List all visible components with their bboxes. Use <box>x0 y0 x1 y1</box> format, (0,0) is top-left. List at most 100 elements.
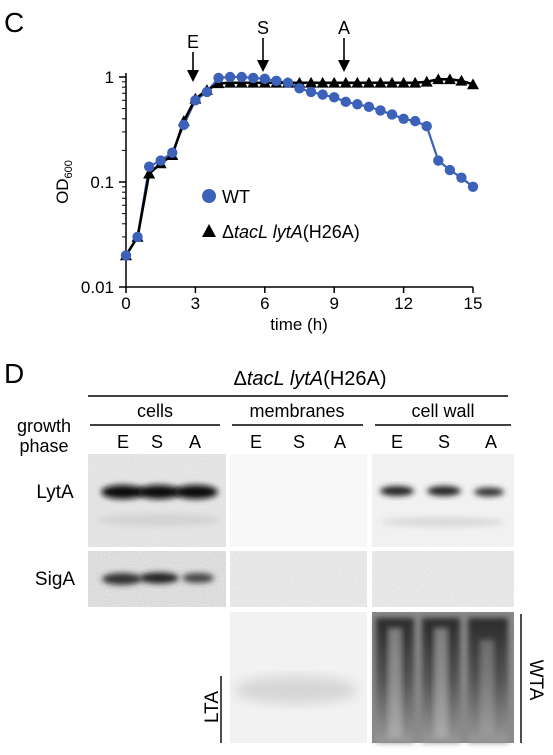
legend-mut-marker <box>202 224 216 237</box>
lta-label-wrap: LTA <box>202 691 223 723</box>
legend: WT ΔtacL lytA(H26A) <box>202 187 360 242</box>
lta-smear <box>234 676 358 704</box>
band-lyta-cells-e <box>101 485 145 499</box>
y-tick-label: 1 <box>105 68 114 87</box>
phase-cells-a: A <box>189 432 201 452</box>
mut-point <box>420 75 433 87</box>
arrow-a-head <box>338 60 350 72</box>
wt-point <box>178 119 190 131</box>
legend-wt-label: WT <box>222 187 250 207</box>
x-axis-label: time (h) <box>270 315 328 334</box>
wt-point <box>190 95 201 106</box>
row-lyta-label: LytA <box>36 482 74 503</box>
phase-cells-s: S <box>151 432 163 452</box>
panel-d-title: ΔtacL lytA(H26A) <box>233 368 386 390</box>
arrow-e-label: E <box>187 32 199 52</box>
phase-membranes-a: A <box>334 432 346 452</box>
mut-point <box>397 76 410 88</box>
arrow-s-label: S <box>257 18 269 38</box>
series-markers <box>120 71 479 261</box>
x-tick-label: 15 <box>464 294 483 313</box>
lta-label: LTA <box>202 691 223 723</box>
panel-d-label: D <box>4 358 24 389</box>
blot-siga-membranes <box>230 551 367 607</box>
mut-point <box>455 74 468 86</box>
phase-membranes-e: E <box>250 432 262 452</box>
mut-point <box>224 76 237 88</box>
mut-point <box>143 167 156 179</box>
wt-point <box>421 120 432 132</box>
x-tick-label: 0 <box>121 294 130 313</box>
blot-lyta-membranes <box>230 454 367 547</box>
blot-lyta-cellwall <box>372 454 514 547</box>
panel-d-title-suffix: (H26A) <box>323 368 386 390</box>
mut-point <box>328 76 341 88</box>
arrow-a-label: A <box>338 18 350 38</box>
y-tick-label: 0.01 <box>81 278 114 297</box>
wt-point <box>155 155 166 166</box>
x-tick-label: 3 <box>191 294 200 313</box>
blot-lyta-cells <box>88 454 226 547</box>
band-lyta-cellwall-e <box>380 486 414 496</box>
mut-point <box>316 76 329 88</box>
band-lyta-cells-a <box>174 485 218 499</box>
blot-siga-cells <box>88 551 226 607</box>
mut-point <box>339 76 352 88</box>
wt-point <box>294 83 305 94</box>
group-cells-label: cells <box>137 401 173 421</box>
group-cellwall-label: cell wall <box>411 401 474 421</box>
wt-point <box>213 72 224 84</box>
group-membranes-label: membranes <box>249 401 344 421</box>
panel-d-title-italic: tacL lytA <box>247 368 323 390</box>
wt-point <box>363 101 375 113</box>
wt-point <box>329 92 340 103</box>
mut-point <box>432 73 445 85</box>
band-lyta-cellwall-a <box>474 487 504 497</box>
phase-arrows: E S A <box>187 18 350 82</box>
x-tick-label: 12 <box>394 294 413 313</box>
mut-point <box>386 76 399 88</box>
wt-point <box>282 77 294 89</box>
x-tick-label: 6 <box>260 294 269 313</box>
legend-mut-prefix: Δ <box>222 222 234 242</box>
arrow-s: S <box>257 18 269 72</box>
y-axis-label-sub: 600 <box>63 160 75 178</box>
mut-point <box>443 73 456 85</box>
y-axis-label-main: OD <box>53 178 72 204</box>
wt-point <box>143 161 155 172</box>
band-lyta-cells-s <box>137 485 181 499</box>
mut-point <box>409 76 422 88</box>
phase-cellwall-e: E <box>391 432 403 452</box>
mut-point <box>351 76 364 88</box>
mut-point <box>305 76 318 88</box>
row-siga-label: SigA <box>35 569 75 590</box>
phase-cellwall-a: A <box>485 432 497 452</box>
mut-point <box>467 78 479 90</box>
band-siga-cells-a <box>182 573 214 583</box>
wt-point <box>305 86 317 98</box>
wt-point <box>375 105 386 116</box>
wt-point <box>224 71 236 83</box>
y-axis-label-text: OD600 <box>53 160 75 204</box>
y-tick-label: 0.1 <box>90 173 114 192</box>
wt-point <box>132 231 143 243</box>
phase-cellwall-s: S <box>438 432 450 452</box>
phase-membranes-s: S <box>293 432 305 452</box>
wt-point <box>352 99 363 110</box>
panel-c-label: C <box>4 7 24 38</box>
growth-phase-line1: growth <box>17 416 71 436</box>
legend-mut-italic: tacL lytA <box>234 222 303 242</box>
legend-mut-label: ΔtacL lytA(H26A) <box>222 222 360 242</box>
phase-cells-e: E <box>117 432 129 452</box>
band-siga-cells-s <box>139 572 179 584</box>
arrow-s-head <box>257 60 269 72</box>
wt-point <box>398 113 409 124</box>
wt-point <box>433 155 444 166</box>
blot-siga-cellwall <box>372 551 514 607</box>
mut-point <box>235 76 248 88</box>
wt-point <box>456 172 467 183</box>
arrow-e-head <box>187 70 199 82</box>
panel-d-title-prefix: Δ <box>233 368 246 390</box>
arrow-a: A <box>338 18 350 72</box>
